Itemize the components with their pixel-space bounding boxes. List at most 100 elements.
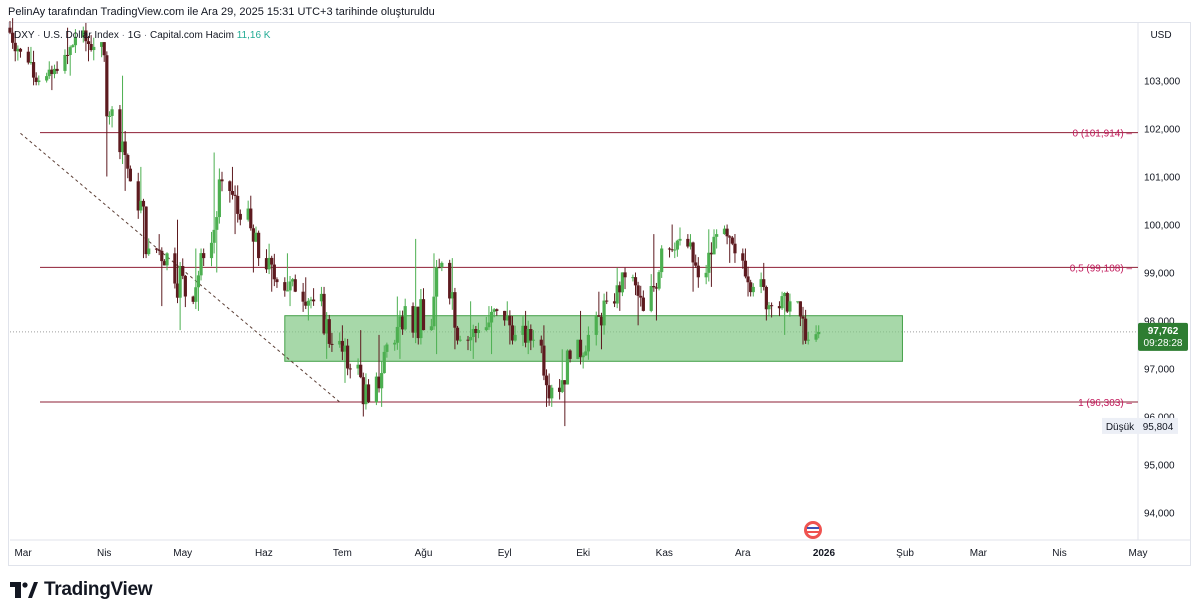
- y-tick-label: 95,000: [1144, 461, 1175, 472]
- candle-body: [272, 264, 276, 280]
- candle-body: [319, 293, 324, 302]
- candle-body: [346, 345, 350, 369]
- candle-body: [63, 54, 67, 71]
- candle-body: [13, 42, 17, 52]
- candle-body: [785, 293, 789, 312]
- candle-body: [474, 328, 478, 334]
- candle-body: [722, 228, 727, 235]
- fib-layer: 0 (101,914) – 0,5 (99,108) – 1 (96,303) –: [40, 129, 1138, 409]
- candle-body: [414, 306, 418, 333]
- candle-body: [725, 228, 729, 237]
- candle-body: [257, 232, 261, 259]
- candle-body: [513, 334, 517, 341]
- candle-body: [505, 315, 509, 321]
- candle-body: [194, 287, 198, 302]
- candle-body: [487, 322, 491, 328]
- candle-body: [584, 351, 588, 356]
- candle-body: [105, 55, 109, 117]
- candle-body: [304, 301, 308, 306]
- candle-body: [560, 380, 564, 392]
- candle-body: [563, 380, 567, 385]
- candle-body: [817, 332, 821, 335]
- support-zone: [284, 315, 903, 362]
- symbol-legend[interactable]: DXY · U.S. Dollar Index · 1G · Capital.c…: [14, 30, 271, 41]
- candle-body: [107, 115, 112, 117]
- candle-body: [147, 248, 151, 255]
- candle-body: [102, 42, 106, 56]
- candle-body: [89, 44, 93, 51]
- candle-body: [175, 283, 180, 298]
- candle-body: [270, 257, 274, 265]
- candle-body: [251, 228, 255, 242]
- x-tick-label: Ağu: [415, 548, 433, 559]
- candle-body: [144, 206, 148, 255]
- candle-body: [730, 237, 734, 244]
- candles: [8, 18, 821, 427]
- x-axis: Mar Nis May Haz Tem Ağu Eyl Eki Kas Ara 2026 Şub Mar…: [14, 548, 1147, 559]
- candle-body: [636, 285, 640, 296]
- candle-body: [338, 340, 342, 345]
- candle-body: [618, 285, 622, 293]
- candle-body: [419, 299, 423, 339]
- candle-body: [678, 238, 682, 241]
- candle-body: [448, 262, 452, 299]
- candle-body: [191, 296, 195, 302]
- candle-body: [471, 328, 475, 338]
- candle-body: [220, 179, 224, 182]
- candle-body: [283, 282, 287, 291]
- candle-body: [183, 275, 187, 297]
- candle-body: [801, 316, 805, 319]
- candle-body: [118, 109, 122, 153]
- candle-body: [29, 62, 33, 64]
- candle-body: [523, 325, 528, 343]
- grid: [10, 22, 1190, 541]
- candle-body: [285, 290, 290, 292]
- candle-body: [529, 329, 533, 341]
- candle-body: [162, 261, 167, 266]
- y-tick-label: 94,000: [1144, 509, 1175, 520]
- candle-body: [712, 236, 716, 255]
- candle-body: [403, 306, 407, 330]
- legend-name: U.S. Dollar Index: [43, 30, 119, 41]
- candle-body: [526, 329, 530, 343]
- candle-body: [544, 375, 549, 386]
- candle-body: [615, 285, 619, 304]
- tradingview-logo-icon: [10, 582, 38, 598]
- candle-body: [576, 339, 580, 359]
- candle-body: [126, 155, 130, 169]
- candle-body: [458, 339, 462, 341]
- event-icon[interactable]: [804, 521, 822, 539]
- candle-body: [181, 266, 185, 276]
- y-tick-label: 99,000: [1144, 269, 1175, 280]
- attribution-text: PelinAy tarafından TradingView.com ile A…: [8, 6, 435, 18]
- candle-body: [264, 258, 269, 270]
- candle-body: [466, 339, 470, 341]
- candle-body: [495, 309, 499, 311]
- candle-body: [707, 252, 711, 273]
- candle-body: [749, 282, 753, 293]
- x-tick-label: Haz: [255, 548, 273, 559]
- candle-body: [746, 276, 750, 283]
- currency-label[interactable]: USD: [1150, 30, 1172, 41]
- candle-body: [209, 242, 214, 259]
- candle-body: [769, 305, 774, 307]
- candle-body: [374, 376, 379, 403]
- countdown-value: 09:28:28: [1144, 338, 1183, 349]
- candle-body: [246, 208, 250, 220]
- candle-body: [325, 319, 329, 334]
- candle-body: [136, 181, 140, 211]
- candle-body: [453, 292, 457, 328]
- candle-body: [228, 181, 232, 191]
- candle-body: [434, 267, 439, 297]
- y-tick-label: 102,000: [1144, 125, 1181, 136]
- candle-body: [654, 287, 659, 289]
- tradingview-logo[interactable]: TradingView: [10, 578, 153, 602]
- candle-body: [309, 299, 313, 301]
- candle-body: [84, 30, 88, 42]
- y-tick-label: 100,000: [1144, 221, 1181, 232]
- candle-body: [348, 368, 352, 370]
- legend-volume-value: 11,16 K: [236, 30, 271, 41]
- x-tick-label: Nis: [97, 548, 111, 559]
- candle-body: [301, 291, 305, 302]
